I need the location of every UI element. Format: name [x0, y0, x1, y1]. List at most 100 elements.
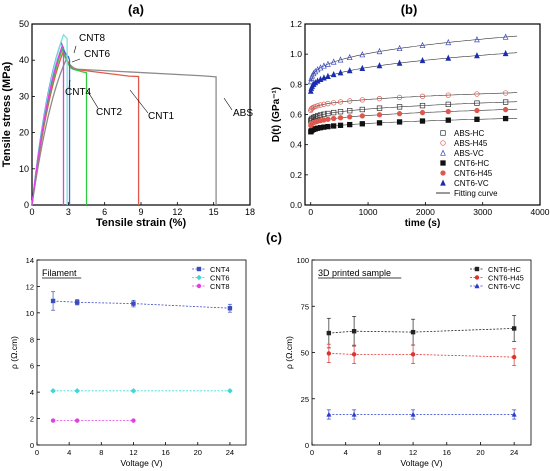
point-cnt6-hc	[396, 119, 403, 125]
point-cnt6-hc	[419, 118, 426, 124]
point-cnt6	[227, 388, 233, 394]
point-cnt4	[74, 300, 80, 305]
legend-marker	[440, 160, 446, 166]
point-cnt6-vc	[474, 52, 480, 59]
point-abs-hc	[321, 111, 327, 117]
legend-marker	[440, 179, 446, 186]
curve-cnt8	[31, 44, 65, 206]
point-abs-vc	[312, 68, 319, 75]
legend-marker	[196, 283, 202, 289]
legend-label: Fitting curve	[454, 189, 498, 198]
y-tick-label: 0	[30, 441, 34, 450]
x-tick-label: 9	[138, 207, 143, 217]
y-tick-label: 14	[26, 256, 34, 265]
point-abs-h45	[337, 99, 344, 105]
point-cnt6-vc	[307, 87, 314, 94]
series-line-cnt6-h45	[328, 353, 515, 358]
point-cnt6-vc	[321, 74, 327, 81]
point-abs-vc	[474, 36, 480, 43]
point-abs-h45	[359, 97, 365, 103]
fit-abs-h45	[310, 92, 518, 111]
point-abs-h45	[347, 98, 353, 104]
x-tick-label: 18	[245, 207, 255, 217]
point-cnt6-h45	[445, 108, 451, 115]
x-tick-label: 2000	[416, 207, 435, 217]
point-cnt6-vc	[346, 67, 353, 74]
legend-marker	[196, 274, 202, 281]
fit-abs-hc	[310, 101, 518, 122]
y-tick-label: 1.2	[290, 19, 302, 29]
legend-marker	[196, 266, 202, 272]
point-cnt6-hc	[331, 123, 337, 129]
point-abs-vc	[359, 51, 366, 58]
annotation-leader	[129, 89, 149, 114]
point-cnt6-hc	[511, 326, 517, 331]
y-tick-label: 4	[30, 388, 34, 397]
point-abs-vc	[330, 58, 337, 65]
legend-label: CNT6-H45	[454, 169, 493, 178]
point-abs-h45	[474, 91, 480, 97]
y-tick-label: 8	[30, 335, 34, 344]
x-tick-label: 16	[161, 448, 169, 457]
point-cnt6-hc	[347, 121, 353, 128]
annotation-cnt2: CNT2	[96, 107, 123, 118]
annotation-leader	[223, 97, 233, 111]
point-cnt6-h45	[396, 111, 403, 117]
point-cnt6-h45	[347, 114, 353, 120]
point-abs-h45	[325, 100, 331, 107]
point-cnt6-h45	[326, 351, 332, 356]
legend-marker	[440, 170, 446, 176]
panel-label-b: (b)	[401, 2, 418, 17]
legend-label: ABS-H45	[454, 139, 488, 148]
fit-cnt6-hc	[310, 118, 518, 133]
point-abs-vc	[502, 33, 509, 40]
x-tick-label: 3000	[473, 207, 492, 217]
point-abs-hc	[337, 109, 344, 115]
x-tick-label: 24	[510, 448, 518, 457]
point-cnt6-vc	[376, 62, 383, 69]
legend-marker	[440, 140, 446, 146]
point-cnt8	[131, 418, 136, 423]
point-cnt6	[74, 388, 80, 394]
chart-c2: 0 4 8 12 16 20 24 0 25 50 75 100 Voltage (V) ρ (Ω.cm)…	[284, 256, 532, 468]
y-tick-label: 30	[19, 91, 29, 101]
point-abs-hc	[376, 105, 383, 111]
series-line-cnt4	[53, 300, 230, 309]
point-abs-vc	[307, 78, 314, 85]
annotation-leader	[86, 89, 99, 109]
point-cnt6-h45	[325, 116, 331, 122]
x-tick-label: 0	[35, 448, 39, 457]
x-tick-label: 12	[172, 207, 182, 217]
annotation-cnt4: CNT4	[65, 87, 92, 98]
plot-frame	[36, 259, 247, 446]
fit-cnt6-h45	[310, 108, 518, 126]
fit-abs-vc	[310, 35, 518, 82]
point-cnt4	[227, 306, 233, 311]
point-abs-h45	[309, 105, 315, 111]
point-abs-h45	[312, 103, 318, 110]
series-line-cnt6-hc	[328, 328, 515, 334]
chart-b: 0 1000 2000 3000 4000 0.0 0.2 0.4 0.6 0.8 1.0 1.2 ti…	[271, 19, 550, 229]
point-abs-h45	[419, 93, 426, 99]
y-tick-label: 1.0	[290, 49, 302, 59]
point-cnt6-hc	[325, 123, 331, 130]
y-tick-label: 0.4	[290, 140, 302, 150]
point-abs-vc	[346, 53, 353, 61]
point-abs-h45	[314, 103, 321, 109]
point-cnt6-vc	[337, 69, 344, 76]
point-abs-vc	[325, 60, 331, 67]
curve-cnt6	[31, 33, 68, 206]
y-tick-label: 50	[19, 19, 29, 29]
legend-label: CNT8	[210, 282, 230, 291]
point-abs-hc	[474, 100, 480, 106]
point-cnt6-hc	[474, 116, 480, 122]
point-abs-h45	[445, 92, 451, 98]
curve-abs	[31, 58, 217, 206]
point-abs-hc	[331, 109, 337, 116]
legend-label: CNT6-H45	[488, 274, 524, 283]
point-cnt6-vc	[511, 411, 517, 417]
y-tick-label: 10	[19, 164, 29, 174]
y-tick-label: 0.0	[290, 200, 302, 210]
y-axis-label: D(t) (GPa⁻¹)	[271, 87, 282, 142]
